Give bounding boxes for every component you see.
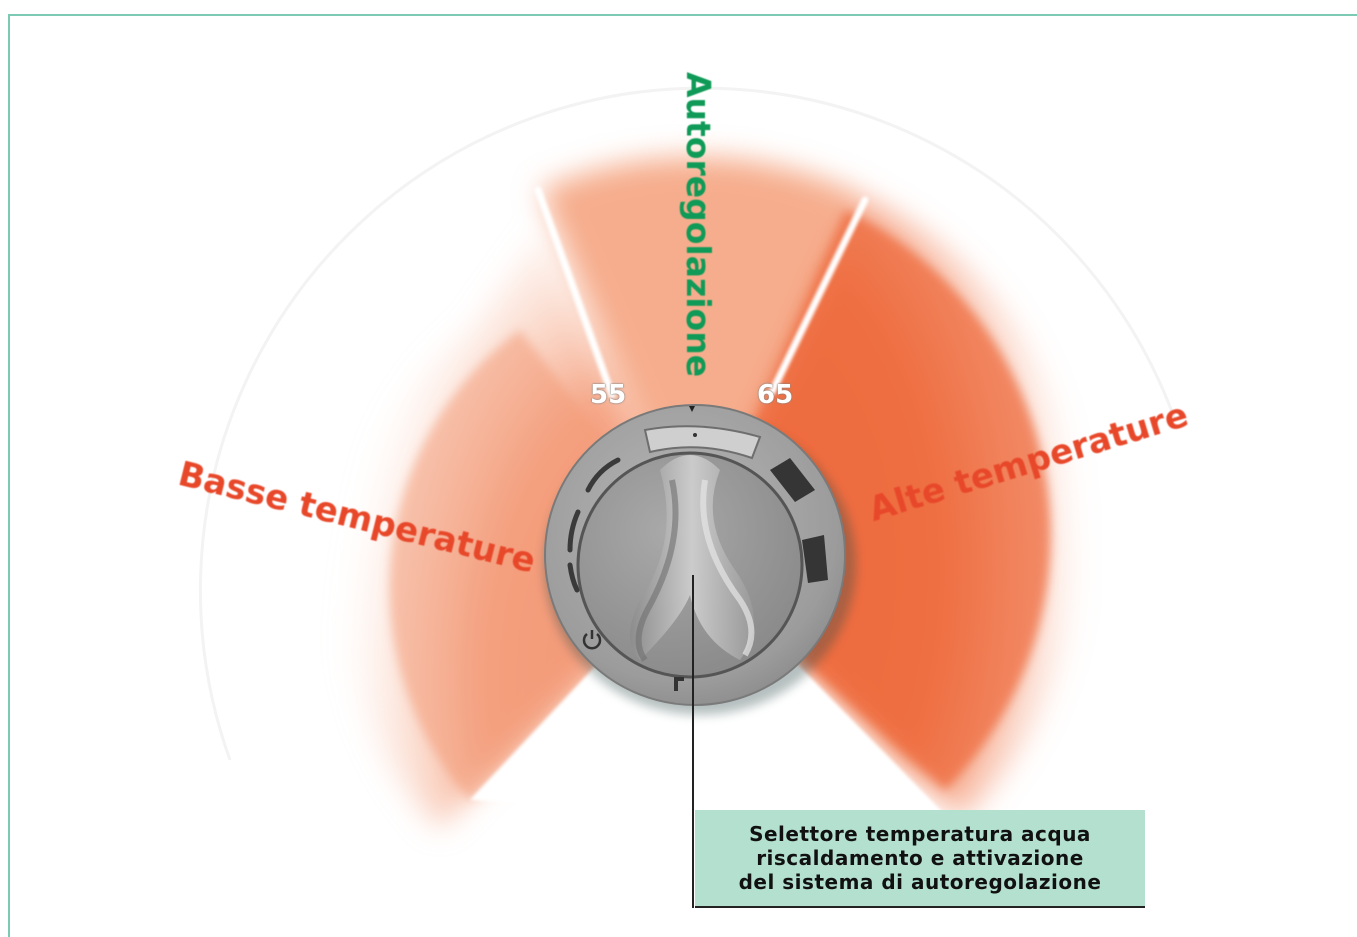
scale-mark-55: 55: [590, 380, 627, 410]
power-icon: [582, 630, 602, 650]
right-scale-blocks: [770, 458, 828, 583]
left-scale-marks: [567, 457, 621, 593]
top-warm-sector: [540, 157, 860, 560]
divider-rays: [534, 186, 869, 399]
pointer-triangle-icon: [689, 406, 695, 412]
scale-mark-65: 65: [757, 380, 794, 410]
callout-line-2: riscaldamento e attivazione: [756, 846, 1084, 870]
callout-box: Selettore temperatura acqua riscaldament…: [695, 810, 1145, 908]
callout-line-3: del sistema di autoregolazione: [738, 870, 1102, 894]
frame-left-border: [8, 14, 10, 937]
radiator-icon: [674, 677, 684, 691]
scale-window: [643, 425, 762, 460]
callout-line-1: Selettore temperatura acqua: [749, 822, 1091, 846]
label-self-regulation: Autoregolazione: [679, 72, 718, 378]
outer-arc: [198, 86, 1177, 761]
frame-top-border: [8, 14, 1357, 16]
knob-grip: [630, 455, 754, 660]
